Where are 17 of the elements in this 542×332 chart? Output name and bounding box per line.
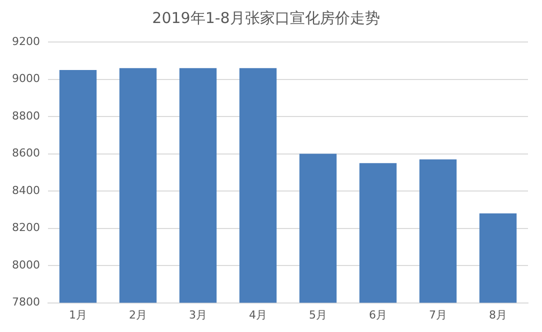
x-tick-label: 5月 — [308, 308, 327, 322]
x-tick-label: 7月 — [429, 308, 447, 322]
chart-title: 2019年1-8月张家口宣化房价走势 — [152, 8, 380, 27]
y-tick-label: 8000 — [12, 258, 40, 272]
y-tick-label: 8400 — [12, 184, 40, 197]
y-tick-label: 9200 — [12, 34, 40, 48]
x-tick-label: 6月 — [369, 308, 387, 322]
y-tick-label: 8200 — [12, 221, 40, 234]
x-tick-label: 8月 — [489, 308, 507, 322]
x-tick-label: 1月 — [68, 308, 87, 322]
x-tick-label: 4月 — [248, 308, 267, 322]
y-tick-label: 9000 — [12, 72, 40, 86]
y-tick-label: 7800 — [12, 296, 40, 309]
x-tick-label: 2月 — [128, 308, 147, 322]
x-tick-label: 3月 — [188, 308, 207, 322]
y-tick-label: 8600 — [12, 146, 40, 160]
y-tick-label: 8800 — [12, 109, 40, 122]
